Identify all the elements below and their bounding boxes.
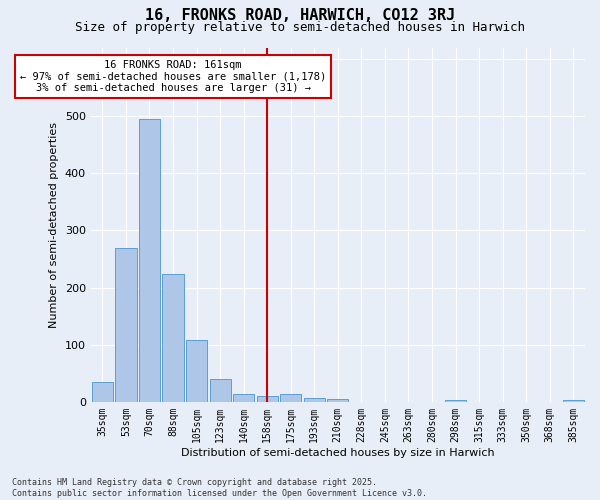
Bar — [163, 274, 184, 402]
Text: 16, FRONKS ROAD, HARWICH, CO12 3RJ: 16, FRONKS ROAD, HARWICH, CO12 3RJ — [145, 8, 455, 22]
Bar — [280, 394, 301, 402]
Bar — [445, 400, 466, 402]
Bar — [92, 382, 113, 402]
Bar — [304, 398, 325, 402]
Y-axis label: Number of semi-detached properties: Number of semi-detached properties — [49, 122, 59, 328]
Text: 16 FRONKS ROAD: 161sqm
← 97% of semi-detached houses are smaller (1,178)
3% of s: 16 FRONKS ROAD: 161sqm ← 97% of semi-det… — [20, 60, 326, 94]
Bar — [233, 394, 254, 402]
Bar — [257, 396, 278, 402]
Bar — [209, 379, 230, 402]
X-axis label: Distribution of semi-detached houses by size in Harwich: Distribution of semi-detached houses by … — [181, 448, 494, 458]
Bar — [327, 399, 349, 402]
Bar — [186, 340, 207, 402]
Text: Size of property relative to semi-detached houses in Harwich: Size of property relative to semi-detach… — [75, 21, 525, 34]
Text: Contains HM Land Registry data © Crown copyright and database right 2025.
Contai: Contains HM Land Registry data © Crown c… — [12, 478, 427, 498]
Bar — [115, 248, 137, 402]
Bar — [139, 119, 160, 402]
Bar — [563, 400, 584, 402]
